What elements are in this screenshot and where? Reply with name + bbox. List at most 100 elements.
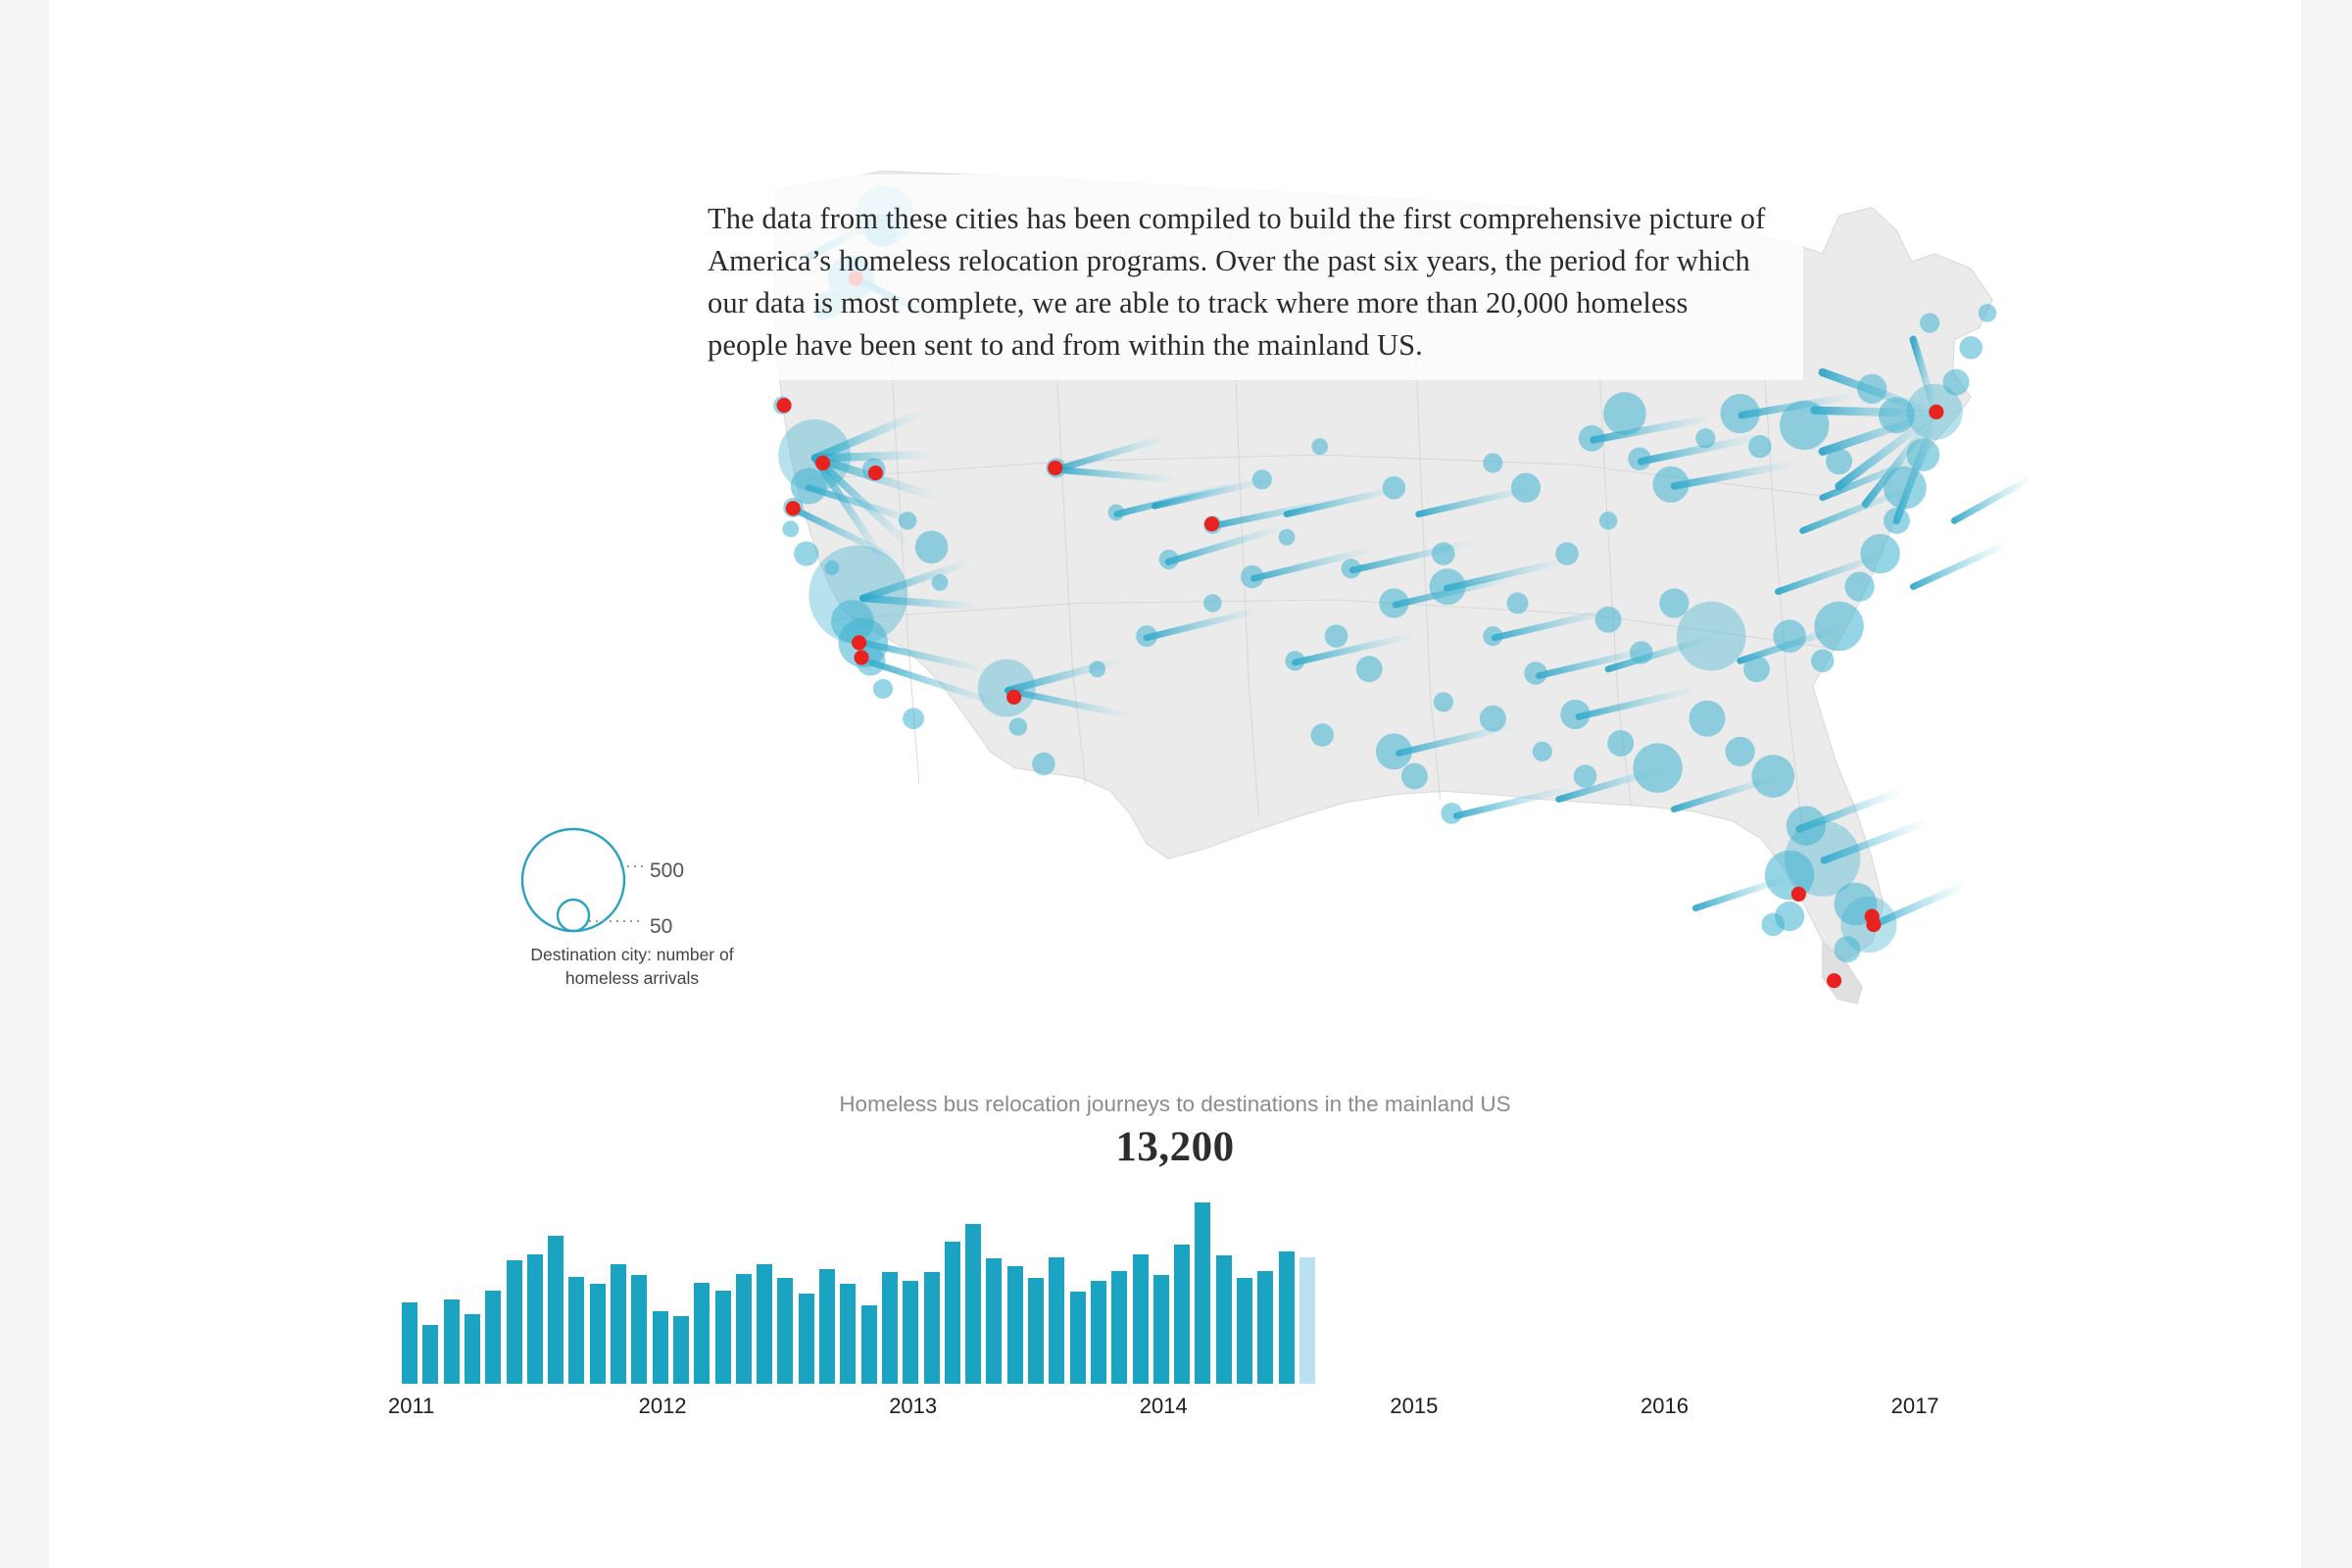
chart-bar[interactable] (840, 1284, 857, 1384)
chart-bar[interactable] (1132, 1253, 1149, 1384)
origin-city-dot[interactable] (785, 501, 801, 516)
chart-bar[interactable] (548, 1236, 564, 1384)
origin-city-dot[interactable] (1006, 689, 1022, 705)
chart-bar[interactable] (777, 1278, 794, 1384)
chart-bar[interactable] (714, 1290, 731, 1384)
chart-bar[interactable] (506, 1259, 522, 1384)
destination-bubble (1324, 624, 1348, 648)
origin-city-dot[interactable] (1929, 404, 1944, 419)
destination-bubble (794, 541, 819, 566)
origin-city-dot[interactable] (1790, 886, 1806, 902)
destination-bubble (1136, 625, 1158, 648)
destination-bubble (1857, 373, 1887, 404)
chart-bar[interactable] (1174, 1245, 1191, 1384)
destination-bubble (1483, 626, 1503, 647)
intro-paragraph: The data from these cities has been comp… (708, 202, 1766, 362)
destination-bubble (1032, 752, 1055, 776)
chart-bar[interactable] (1090, 1281, 1106, 1384)
chart-bar[interactable] (464, 1314, 480, 1384)
destination-bubble (1506, 592, 1529, 614)
chart-bar[interactable] (1257, 1270, 1274, 1384)
destination-bubble (1441, 802, 1463, 824)
chart-total-value: 13,200 (1115, 1124, 1235, 1170)
chart-bar[interactable] (568, 1276, 585, 1384)
destination-bubble (1598, 512, 1618, 530)
chart-bar[interactable] (1006, 1266, 1023, 1384)
chart-plot-area[interactable] (402, 1188, 2264, 1384)
map-intro-overlay: The data from these cities has been comp… (674, 174, 1803, 380)
chart-bar[interactable] (1298, 1256, 1315, 1384)
destination-bubble (1883, 466, 1927, 510)
chart-bar[interactable] (1111, 1270, 1128, 1384)
destination-bubble (1524, 662, 1547, 685)
x-axis-tick-label: 2017 (1890, 1394, 1939, 1418)
destination-bubble (1860, 533, 1900, 574)
destination-bubble (914, 530, 949, 564)
destination-bubble (1278, 528, 1296, 546)
destination-bubble (872, 678, 894, 700)
bar-chart-block: Homeless bus relocation journeys to dest… (49, 1078, 2301, 1490)
destination-bubble (1382, 475, 1406, 500)
chart-bar[interactable] (1152, 1275, 1169, 1384)
chart-bar[interactable] (402, 1301, 417, 1384)
destination-bubble (1628, 447, 1651, 471)
chart-bar[interactable] (965, 1223, 982, 1384)
destination-bubble (1919, 313, 1940, 333)
chart-bar[interactable] (860, 1305, 877, 1384)
origin-city-dot[interactable] (1048, 460, 1063, 476)
destination-bubble (1251, 469, 1272, 490)
chart-bar[interactable] (1237, 1278, 1252, 1384)
chart-bar[interactable] (1215, 1255, 1232, 1384)
destination-bubble (1748, 434, 1772, 459)
chart-bar[interactable] (819, 1269, 835, 1384)
origin-city-dot[interactable] (852, 635, 867, 651)
destination-bubble (1629, 641, 1653, 664)
chart-bar[interactable] (735, 1273, 752, 1384)
destination-bubble (1826, 448, 1853, 475)
chart-bar[interactable] (652, 1311, 668, 1384)
chart-bar[interactable] (694, 1282, 710, 1384)
destination-bubble (790, 467, 827, 505)
chart-bar[interactable] (923, 1272, 940, 1384)
origin-city-dot[interactable] (867, 466, 883, 481)
destination-bubble (1285, 651, 1305, 671)
destination-bubble (1594, 606, 1622, 633)
chart-bar[interactable] (672, 1315, 689, 1384)
chart-bar[interactable] (1195, 1202, 1211, 1384)
chart-bar[interactable] (903, 1281, 919, 1384)
chart-bar[interactable] (944, 1242, 960, 1384)
chart-bar[interactable] (443, 1298, 460, 1384)
chart-bar[interactable] (422, 1325, 439, 1384)
destination-bubble (1555, 542, 1579, 565)
article-content: The data from these cities has been comp… (49, 0, 2301, 1568)
destination-bubble (1883, 507, 1910, 534)
chart-bar[interactable] (611, 1264, 626, 1384)
chart-bar[interactable] (526, 1253, 543, 1384)
legend-caption: Destination city: number of homeless arr… (530, 945, 734, 988)
origin-city-dot[interactable] (1826, 973, 1842, 989)
chart-bar[interactable] (757, 1264, 773, 1384)
origin-city-dot[interactable] (1866, 916, 1882, 933)
origin-city-dot[interactable] (815, 455, 831, 471)
destination-bubble (1432, 542, 1455, 565)
chart-bar[interactable] (1028, 1278, 1044, 1384)
chart-bar[interactable] (631, 1275, 648, 1384)
chart-bar[interactable] (589, 1284, 606, 1384)
origin-city-dot[interactable] (854, 650, 869, 665)
destination-bubble (1560, 699, 1591, 730)
chart-bar[interactable] (1069, 1292, 1086, 1384)
origin-city-dot[interactable] (1203, 516, 1220, 532)
chart-bar[interactable] (1278, 1250, 1295, 1384)
legend-value-small: 50 (650, 915, 673, 938)
chart-bar[interactable] (881, 1272, 898, 1384)
chart-bar[interactable] (986, 1258, 1003, 1384)
destination-bubble (1203, 594, 1222, 612)
origin-city-dot[interactable] (776, 398, 792, 414)
chart-bar[interactable] (485, 1290, 502, 1384)
chart-bar[interactable] (1049, 1256, 1065, 1384)
destination-bubble (1814, 601, 1864, 652)
chart-bar[interactable] (798, 1293, 814, 1384)
destination-bubble (903, 708, 925, 730)
legend-circle-large (520, 827, 626, 933)
destination-bubble (1578, 424, 1605, 452)
